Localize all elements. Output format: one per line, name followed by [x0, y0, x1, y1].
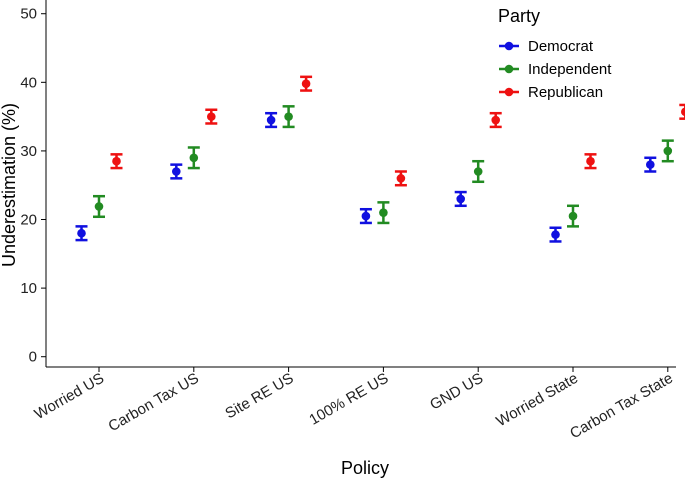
legend-swatch-point	[504, 64, 514, 74]
data-point	[491, 115, 501, 125]
y-ticks: 0 10 20 30 40 50	[20, 6, 46, 366]
legend-label: Democrat	[528, 38, 594, 55]
legend-title: Party	[498, 6, 540, 26]
data-point	[112, 156, 121, 166]
x-axis-title: Policy	[341, 458, 389, 478]
legend-swatch-point	[504, 41, 514, 51]
data-point	[663, 146, 673, 156]
x-tick-label: GND US	[427, 370, 486, 414]
data-point	[586, 156, 595, 166]
x-tick-label: Worried US	[32, 370, 107, 423]
y-tick-label: 40	[20, 74, 37, 91]
data-point	[379, 208, 388, 217]
data-point	[284, 112, 293, 121]
y-tick-label: 10	[20, 280, 37, 297]
data-point	[396, 174, 406, 183]
legend: Party Democrat Independent Republican	[498, 6, 612, 101]
x-tick-label: 100% RE US	[306, 370, 391, 429]
legend-swatch-point	[504, 87, 514, 97]
data-point	[266, 115, 276, 125]
y-tick-label: 20	[20, 212, 37, 229]
y-tick-label: 0	[29, 349, 37, 366]
data-point	[189, 153, 199, 163]
data-point	[456, 194, 466, 204]
data-marks	[75, 75, 685, 243]
y-tick-label: 50	[20, 6, 37, 23]
data-point	[473, 167, 483, 176]
series-independent	[93, 105, 674, 228]
series-democrat	[75, 111, 657, 243]
data-point	[301, 79, 311, 88]
x-tick-label: Carbon Tax State	[567, 370, 676, 443]
y-tick-label: 30	[20, 143, 37, 160]
x-tick-label: Worried State	[493, 370, 581, 430]
data-point	[551, 230, 560, 239]
legend-label: Independent	[528, 61, 612, 78]
data-point	[568, 211, 578, 221]
y-axis-title: Underestimation (%)	[0, 103, 19, 267]
data-point	[361, 211, 371, 221]
legend-label: Republican	[528, 84, 603, 101]
data-point	[207, 112, 216, 121]
data-point	[172, 167, 181, 176]
series-republican	[110, 75, 685, 187]
axes	[45, 0, 676, 368]
x-tick-label: Carbon Tax US	[105, 370, 201, 435]
x-tick-label: Site RE US	[222, 370, 296, 423]
data-point	[681, 107, 685, 117]
data-point	[94, 202, 104, 211]
data-point	[646, 160, 655, 169]
data-point	[77, 228, 86, 238]
